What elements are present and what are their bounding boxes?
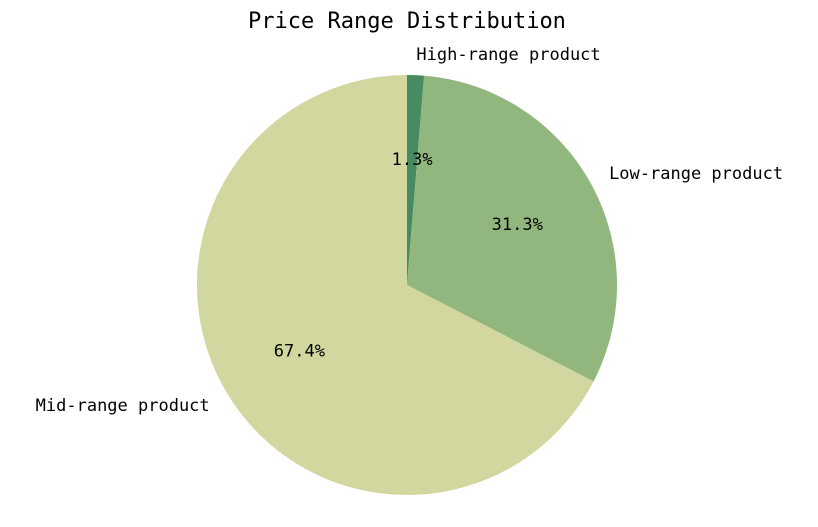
pie-slice-0: [407, 75, 425, 285]
slice-category-label: High-range product: [416, 45, 600, 65]
pie-slice-1: [407, 75, 617, 382]
pie-slice-2: [197, 75, 594, 495]
chart-title: Price Range Distribution: [248, 9, 566, 34]
slice-percent-label: 1.3%: [392, 150, 433, 170]
slice-percent-label: 67.4%: [274, 341, 325, 361]
slice-percent-label: 31.3%: [492, 215, 543, 235]
slice-category-label: Mid-range product: [36, 396, 210, 416]
pie-slices: [197, 75, 617, 495]
pie-labels: 1.3% High-range product 31.3% Low-range pro…: [36, 45, 783, 416]
slice-category-label: Low-range product: [609, 164, 783, 184]
